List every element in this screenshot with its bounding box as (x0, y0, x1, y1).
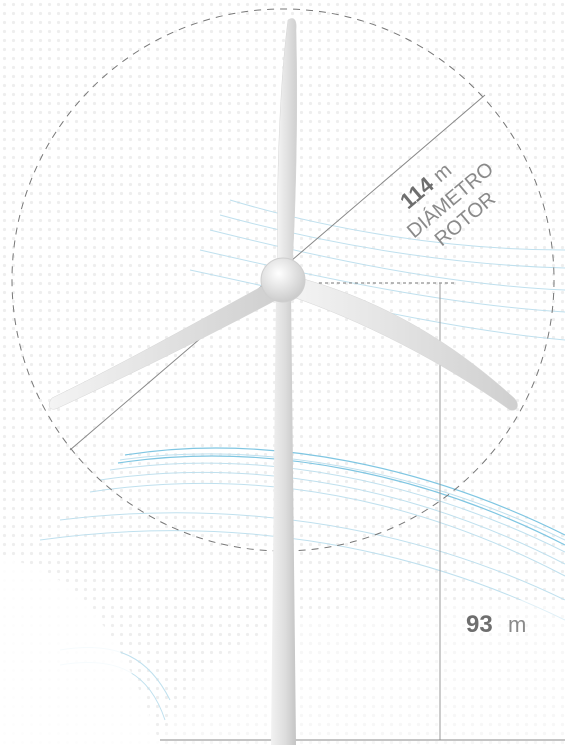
rotor-circle (11, 8, 555, 552)
height-unit: m (508, 612, 526, 637)
height-value: 93 (466, 611, 493, 638)
blade (289, 277, 518, 411)
wind-lines-strong (117, 447, 565, 546)
blade (277, 18, 298, 271)
hub (260, 257, 306, 303)
tower (271, 290, 296, 745)
blade (48, 281, 281, 410)
white-shape (160, 600, 565, 745)
white-shape (0, 560, 160, 745)
